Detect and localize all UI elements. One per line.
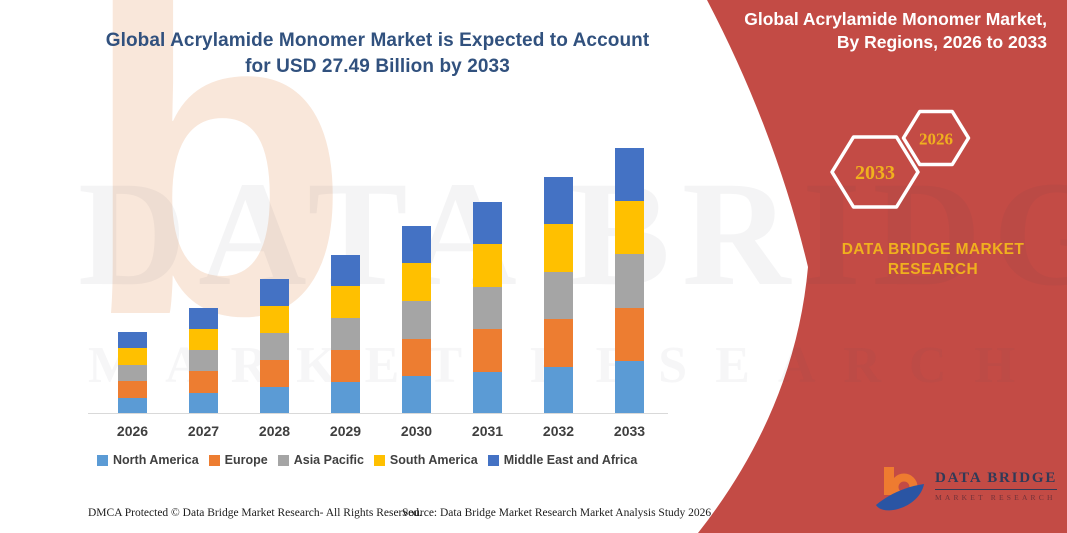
hexagon-year-badges: 2033 2026 <box>830 109 971 209</box>
bar-2030-segment-north-america <box>402 376 431 414</box>
bar-2029-segment-middle-east-and-africa <box>331 254 360 287</box>
bar-2033-segment-middle-east-and-africa <box>615 148 644 202</box>
x-axis-label-2030: 2030 <box>400 423 433 439</box>
x-axis-label-2027: 2027 <box>187 423 220 439</box>
bar-2031-segment-south-america <box>473 244 502 287</box>
bar-2031 <box>473 201 502 414</box>
bar-2031-segment-europe <box>473 329 502 372</box>
brand-line1: DATA BRIDGE MARKET <box>841 241 1025 258</box>
bar-2033-segment-asia-pacific <box>615 254 644 308</box>
bar-2028 <box>260 278 289 414</box>
bar-2028-segment-europe <box>260 359 289 387</box>
bar-2030 <box>402 225 431 414</box>
legend-label-asia-pacific: Asia Pacific <box>293 453 364 467</box>
red-panel-shape <box>698 0 1067 533</box>
bar-2029-segment-south-america <box>331 286 360 319</box>
panel-heading-line2: By Regions, 2026 to 2033 <box>836 32 1047 52</box>
hexagon-2033-label: 2033 <box>855 162 895 184</box>
bar-2027-segment-asia-pacific <box>189 350 218 372</box>
x-axis-line <box>88 413 668 414</box>
legend-label-south-america: South America <box>389 453 478 467</box>
bar-2026-segment-europe <box>118 381 147 398</box>
bar-2033-segment-north-america <box>615 360 644 414</box>
legend-item-south-america: South America <box>373 453 478 467</box>
legend-item-europe: Europe <box>208 453 268 467</box>
bar-2028-segment-asia-pacific <box>260 332 289 360</box>
hexagon-2026-label: 2026 <box>919 130 953 149</box>
legend-label-europe: Europe <box>224 453 268 467</box>
bar-2031-segment-middle-east-and-africa <box>473 201 502 244</box>
bar-2027-segment-middle-east-and-africa <box>189 307 218 329</box>
logo-b-icon <box>876 467 924 511</box>
bar-2026 <box>118 332 147 414</box>
x-axis-label-2031: 2031 <box>471 423 504 439</box>
hexagon-2033 <box>830 135 920 209</box>
data-bridge-logo: DATA BRIDGE MARKET RESEARCH <box>876 466 1058 514</box>
bar-2032-segment-middle-east-and-africa <box>544 177 573 225</box>
legend-swatch-south-america <box>373 454 385 466</box>
legend-swatch-middle-east-and-africa <box>487 454 499 466</box>
dmca-notice: DMCA Protected © Data Bridge Market Rese… <box>88 507 422 519</box>
bar-2030-segment-asia-pacific <box>402 300 431 339</box>
legend-swatch-north-america <box>97 454 108 466</box>
bar-2032-segment-north-america <box>544 366 573 414</box>
bar-2031-segment-asia-pacific <box>473 286 502 329</box>
bar-2026-segment-south-america <box>118 348 147 365</box>
bar-2029-segment-europe <box>331 350 360 383</box>
bar-2028-segment-south-america <box>260 305 289 333</box>
bar-2032 <box>544 177 573 414</box>
bar-2032-segment-europe <box>544 319 573 367</box>
legend-swatch-europe <box>208 454 220 466</box>
bar-2026-segment-north-america <box>118 397 147 414</box>
hexagon-2026 <box>901 109 971 167</box>
x-axis-label-2032: 2032 <box>542 423 575 439</box>
panel-heading: Global Acrylamide Monomer Market, By Reg… <box>717 8 1047 54</box>
bar-2032-segment-south-america <box>544 224 573 272</box>
brand-wordmark: DATA BRIDGE MARKET RESEARCH <box>820 240 1046 280</box>
legend-item-middle-east-and-africa: Middle East and Africa <box>487 453 638 467</box>
bar-2033-segment-south-america <box>615 201 644 255</box>
legend-label-north-america: North America <box>113 453 199 467</box>
bar-2029-segment-north-america <box>331 382 360 414</box>
chart-legend: North America Europe Asia Pacific South Ame… <box>97 453 637 467</box>
bar-2028-segment-middle-east-and-africa <box>260 278 289 306</box>
x-axis-label-2026: 2026 <box>116 423 149 439</box>
legend-swatch-asia-pacific <box>277 454 289 466</box>
bar-2033 <box>615 148 644 414</box>
bar-2029-segment-asia-pacific <box>331 318 360 351</box>
bar-2026-segment-middle-east-and-africa <box>118 332 147 349</box>
panel-heading-line1: Global Acrylamide Monomer Market, <box>744 9 1047 29</box>
bar-2030-segment-south-america <box>402 263 431 301</box>
chart-title-line1: Global Acrylamide Monomer Market is Expe… <box>105 30 650 51</box>
bar-2027-segment-north-america <box>189 392 218 414</box>
bar-2027 <box>189 307 218 414</box>
legend-label-middle-east-and-africa: Middle East and Africa <box>503 453 638 467</box>
bar-2027-segment-south-america <box>189 328 218 351</box>
brand-line2: RESEARCH <box>887 261 979 278</box>
bar-2029 <box>331 254 360 414</box>
x-axis-label-2033: 2033 <box>613 423 646 439</box>
bar-2032-segment-asia-pacific <box>544 271 573 320</box>
bar-2026-segment-asia-pacific <box>118 364 147 382</box>
x-axis-label-2028: 2028 <box>258 423 291 439</box>
chart-title-line2: for USD 27.49 Billion by 2033 <box>245 56 510 77</box>
source-note: Source: Data Bridge Market Research Mark… <box>402 507 712 519</box>
logo-name: DATA BRIDGE <box>935 470 1058 490</box>
bar-2030-segment-middle-east-and-africa <box>402 225 431 264</box>
logo-subtitle: MARKET RESEARCH <box>935 493 1056 502</box>
bar-2028-segment-north-america <box>260 386 289 414</box>
bar-2031-segment-north-america <box>473 371 502 414</box>
bar-2030-segment-europe <box>402 338 431 377</box>
chart-title: Global Acrylamide Monomer Market is Expe… <box>90 28 665 80</box>
bar-2033-segment-europe <box>615 307 644 361</box>
logo-text-block: DATA BRIDGE MARKET RESEARCH <box>935 470 1058 502</box>
legend-item-asia-pacific: Asia Pacific <box>277 453 364 467</box>
bar-2027-segment-europe <box>189 371 218 393</box>
x-axis-label-2029: 2029 <box>329 423 362 439</box>
legend-item-north-america: North America <box>97 453 199 467</box>
